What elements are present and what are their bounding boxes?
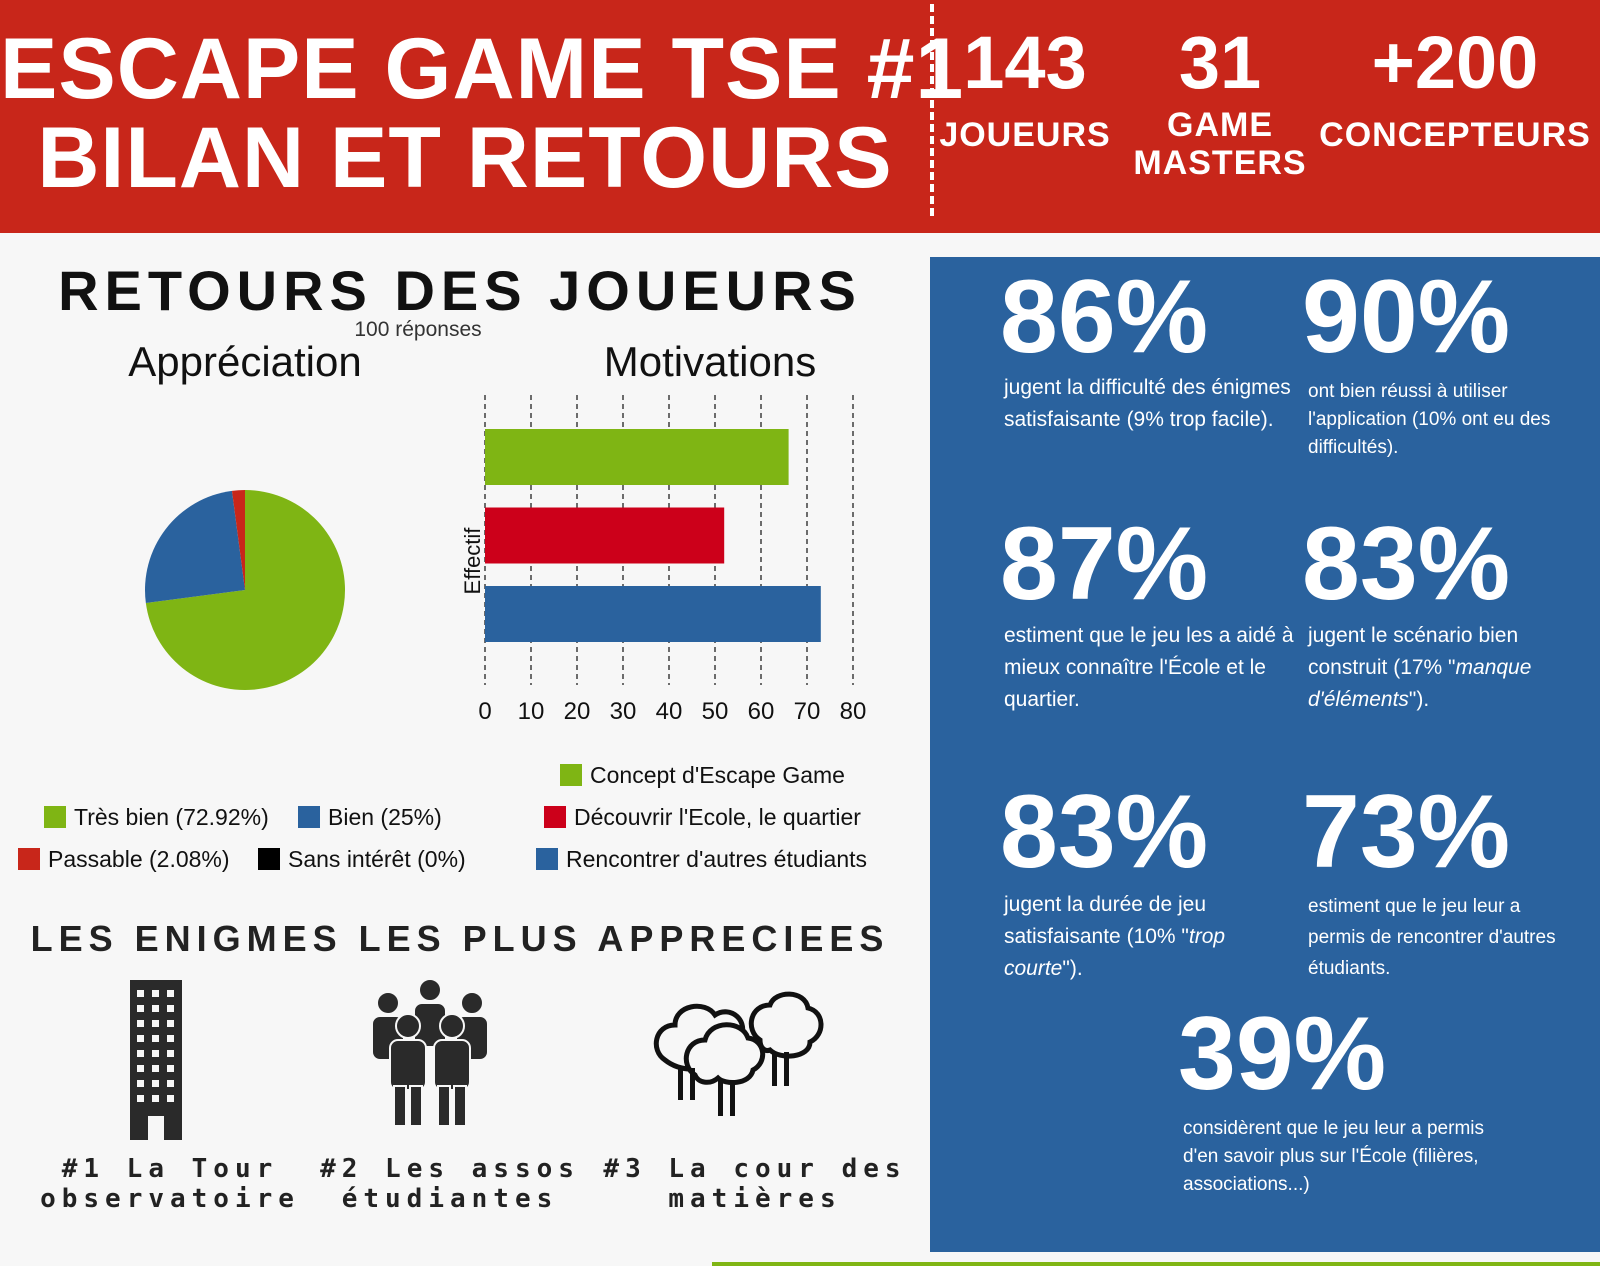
enigme-3-line1: #3 La cour des [600, 1154, 910, 1184]
stat-desc-duree: jugent la durée de jeu satisfaisante (10… [1004, 889, 1274, 985]
enigme-1: #1 La Tour observatoire [20, 1154, 320, 1214]
legend-swatch-red [544, 806, 566, 828]
enigme-2-line1: #2 Les assos [300, 1154, 600, 1184]
header-divider [930, 4, 934, 216]
bar [485, 586, 821, 642]
stat-desc-scenario: jugent le scénario bien construit (17% "… [1308, 620, 1578, 716]
bar [485, 429, 789, 485]
enigme-3: #3 La cour des matières [600, 1154, 910, 1214]
stat-desc-scenario-post: "). [1409, 688, 1429, 711]
legend-passable: Passable (2.08%) [18, 846, 230, 873]
stat-desc-rencontrer: estiment que le jeu leur a permis de ren… [1308, 891, 1578, 984]
enigme-2-line2: étudiantes [300, 1184, 600, 1214]
legend-label: Concept d'Escape Game [590, 762, 845, 788]
stat-pct-duree: 83% [1000, 780, 1208, 884]
legend-tres-bien: Très bien (72.92%) [44, 804, 269, 831]
x-tick-label: 70 [787, 698, 827, 726]
stat-desc-application: ont bien réussi à utiliser l'application… [1308, 378, 1578, 462]
pie-slice [145, 491, 245, 603]
stat-designers-value: +200 [1320, 26, 1590, 100]
x-tick-label: 10 [511, 698, 551, 726]
enigme-1-line2: observatoire [20, 1184, 320, 1214]
stat-players-value: 143 [940, 26, 1110, 100]
stats-panel: 86% jugent la difficulté des énigmes sat… [930, 257, 1600, 1252]
bar [485, 508, 724, 564]
stat-pct-application: 90% [1302, 265, 1510, 369]
stat-pct-ecole: 87% [1000, 512, 1208, 616]
legend-swatch-green [44, 806, 66, 828]
enigmes-title: LES ENIGMES LES PLUS APPRECIEES [0, 918, 920, 960]
stat-players-label: JOUEURS [935, 116, 1115, 154]
x-tick-label: 30 [603, 698, 643, 726]
x-tick-label: 60 [741, 698, 781, 726]
enigme-1-line1: #1 La Tour [20, 1154, 320, 1184]
x-tick-label: 80 [833, 698, 873, 726]
stat-gamemasters-label: GAME MASTERS [1130, 106, 1310, 182]
legend-rencontrer: Rencontrer d'autres étudiants [536, 846, 867, 873]
legend-swatch-blue [536, 848, 558, 870]
legend-label: Sans intérêt (0%) [288, 846, 466, 872]
trees-icon [650, 990, 830, 1120]
stat-desc-difficulty: jugent la difficulté des énigmes satisfa… [1004, 372, 1294, 436]
legend-decouvrir: Découvrir l'Ecole, le quartier [544, 804, 861, 831]
legend-label: Découvrir l'Ecole, le quartier [574, 804, 861, 830]
legend-label: Rencontrer d'autres étudiants [566, 846, 867, 872]
stat-gamemasters-value: 31 [1130, 26, 1310, 100]
legend-concept: Concept d'Escape Game [560, 762, 845, 789]
legend-swatch-green [560, 764, 582, 786]
bar-chart-title: Motivations [590, 338, 830, 386]
stat-pct-savoir: 39% [1178, 1002, 1386, 1106]
bar-ylabel: Effectif [460, 526, 486, 596]
group-icon [368, 978, 492, 1128]
stat-pct-difficulty: 86% [1000, 265, 1208, 369]
legend-bien: Bien (25%) [298, 804, 442, 831]
stat-pct-scenario: 83% [1302, 512, 1510, 616]
legend-sans-interet: Sans intérêt (0%) [258, 846, 466, 873]
title-line-2: BILAN ET RETOURS [0, 115, 930, 201]
stat-desc-ecole: estiment que le jeu les a aidé à mieux c… [1004, 620, 1304, 716]
stat-desc-savoir: considèrent que le jeu leur a permis d'e… [1183, 1115, 1503, 1199]
legend-label: Passable (2.08%) [48, 846, 230, 872]
legend-label: Bien (25%) [328, 804, 442, 830]
pie-chart [140, 485, 350, 695]
x-tick-label: 50 [695, 698, 735, 726]
enigme-3-line2: matières [600, 1184, 910, 1214]
bar-ylabel-wrap: Effectif [448, 520, 498, 600]
bar-chart [450, 395, 890, 695]
stat-designers-label: CONCEPTEURS [1315, 116, 1595, 154]
building-icon [130, 980, 182, 1140]
legend-swatch-black [258, 848, 280, 870]
stat-pct-rencontrer: 73% [1302, 780, 1510, 884]
title-line-1: ESCAPE GAME TSE #1 [0, 26, 930, 112]
pie-chart-title: Appréciation [120, 338, 370, 386]
header-banner: ESCAPE GAME TSE #1 BILAN ET RETOURS 143 … [0, 0, 1600, 233]
stat-desc-duree-pre: jugent la durée de jeu satisfaisante (10… [1004, 893, 1206, 948]
x-tick-label: 40 [649, 698, 689, 726]
stat-desc-duree-post: "). [1062, 957, 1082, 980]
enigme-2: #2 Les assos étudiantes [300, 1154, 600, 1214]
legend-swatch-blue [298, 806, 320, 828]
x-tick-label: 20 [557, 698, 597, 726]
feedback-title: RETOURS DES JOUEURS [0, 258, 920, 323]
footer-accent-line [712, 1262, 1600, 1266]
legend-label: Très bien (72.92%) [74, 804, 269, 830]
x-tick-label: 0 [465, 698, 505, 726]
legend-swatch-red [18, 848, 40, 870]
